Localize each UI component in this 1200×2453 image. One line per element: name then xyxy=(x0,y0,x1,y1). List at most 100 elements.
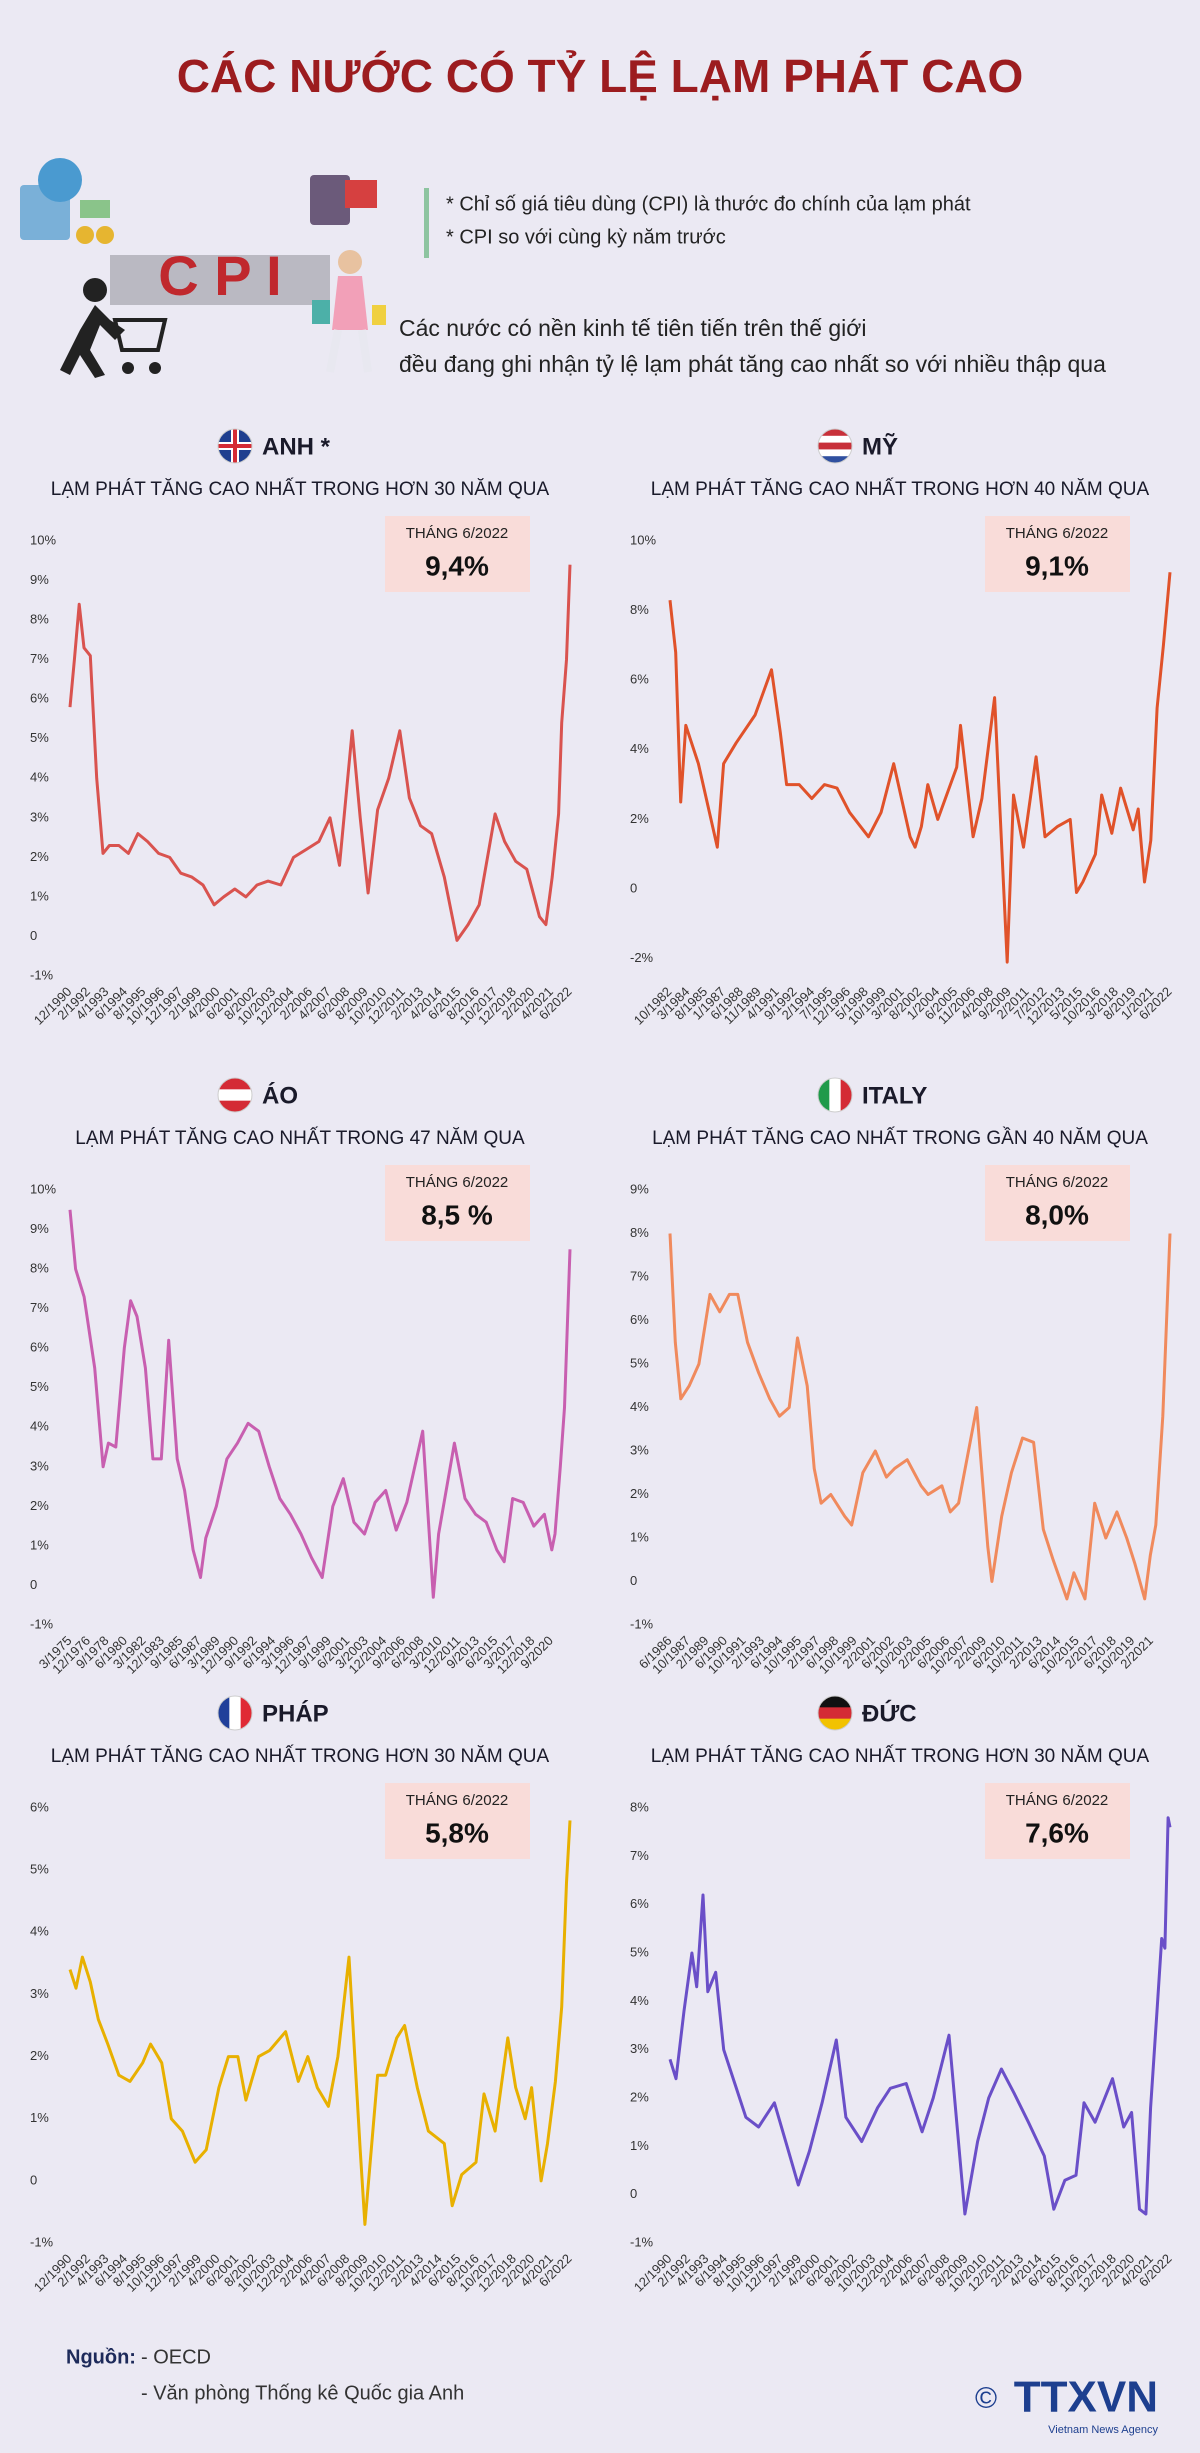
y-tick-label: 0 xyxy=(30,2172,37,2187)
flag-band xyxy=(240,1696,252,1730)
flag-band xyxy=(218,1100,252,1112)
wallet-icon xyxy=(345,180,377,208)
y-tick-label: 7% xyxy=(630,1268,649,1283)
flag-band xyxy=(818,1718,852,1730)
flag xyxy=(818,429,852,463)
annotation-value: 8,5 % xyxy=(421,1199,493,1230)
data-line xyxy=(668,1816,1172,2216)
annotation-label: THÁNG 6/2022 xyxy=(1006,1174,1109,1191)
annotation-box xyxy=(385,1165,530,1241)
y-tick-label: -1% xyxy=(630,2234,654,2249)
data-line xyxy=(68,1820,572,2226)
shopper-legs xyxy=(326,329,372,373)
y-tick-label: 6% xyxy=(630,672,649,687)
y-tick-label: -1% xyxy=(30,2234,54,2249)
chart-title: LẠM PHÁT TĂNG CAO NHẤT TRONG HƠN 30 NĂM … xyxy=(51,1745,550,1767)
annotation-value: 9,1% xyxy=(1025,550,1089,581)
flag xyxy=(818,1696,852,1730)
y-tick-label: 3% xyxy=(630,1442,649,1457)
annotation-value: 8,0% xyxy=(1025,1199,1089,1230)
y-tick-label: 6% xyxy=(30,1799,49,1814)
y-tick-label: 8% xyxy=(30,1261,49,1276)
y-tick-label: 9% xyxy=(30,572,49,587)
shopper-head xyxy=(338,250,362,274)
y-tick-label: 4% xyxy=(30,770,49,785)
y-tick-label: 7% xyxy=(30,651,49,666)
y-tick-label: 2% xyxy=(630,811,649,826)
y-tick-label: 4% xyxy=(30,1419,49,1434)
chart-title: LẠM PHÁT TĂNG CAO NHẤT TRONG 47 NĂM QUA xyxy=(75,1127,525,1149)
y-tick-label: 6% xyxy=(630,1896,649,1911)
y-tick-label: -1% xyxy=(630,1616,654,1631)
y-tick-label: 8% xyxy=(630,1799,649,1814)
y-tick-label: 7% xyxy=(630,1848,649,1863)
annotation-box xyxy=(385,516,530,592)
shopping-bag xyxy=(312,300,330,324)
y-tick-label: 3% xyxy=(630,2041,649,2056)
money-icon xyxy=(80,200,110,218)
data-line xyxy=(668,572,1172,964)
chart-title: LẠM PHÁT TĂNG CAO NHẤT TRONG HƠN 30 NĂM … xyxy=(51,478,550,500)
y-tick-label: 3% xyxy=(30,1458,49,1473)
annotation-label: THÁNG 6/2022 xyxy=(1006,525,1109,542)
country-name: ÁO xyxy=(262,1081,298,1109)
flag-band xyxy=(818,1696,852,1708)
y-tick-label: 2% xyxy=(30,2048,49,2063)
flag-band xyxy=(229,1696,242,1730)
data-line xyxy=(68,564,572,942)
chart-title: LẠM PHÁT TĂNG CAO NHẤT TRONG HƠN 30 NĂM … xyxy=(651,1745,1150,1767)
cart-icon xyxy=(112,318,168,352)
note: * Chỉ số giá tiêu dùng (CPI) là thước đo… xyxy=(446,193,971,215)
y-tick-label: 5% xyxy=(630,1355,649,1370)
flag-border xyxy=(817,1695,853,1731)
y-tick-label: -1% xyxy=(30,1616,54,1631)
flag-border xyxy=(217,428,253,464)
coin-icon xyxy=(76,226,94,244)
y-tick-label: -1% xyxy=(30,967,54,982)
y-tick-label: 1% xyxy=(30,2110,49,2125)
brush-stroke xyxy=(110,255,330,305)
y-tick-label: 2% xyxy=(30,1498,49,1513)
y-tick-label: 2% xyxy=(30,849,49,864)
y-tick-label: 0 xyxy=(30,1577,37,1592)
annotation-label: THÁNG 6/2022 xyxy=(1006,1792,1109,1809)
y-tick-label: 4% xyxy=(630,741,649,756)
intro-text: Các nước có nền kinh tế tiên tiến trên t… xyxy=(399,315,866,341)
cart-wheel xyxy=(149,362,161,374)
y-tick-label: 2% xyxy=(630,1486,649,1501)
annotation-box xyxy=(985,1783,1130,1859)
flag-band xyxy=(829,1078,842,1112)
flag-band xyxy=(218,1696,230,1730)
logo-subtitle: Vietnam News Agency xyxy=(1048,2424,1158,2436)
flag-border xyxy=(217,1077,253,1113)
annotation-value: 5,8% xyxy=(425,1817,489,1848)
flag xyxy=(218,429,252,463)
annotation-box xyxy=(985,516,1130,592)
y-tick-label: 8% xyxy=(630,602,649,617)
shopping-bag xyxy=(372,305,386,325)
intro-text: đều đang ghi nhận tỷ lệ lạm phát tăng ca… xyxy=(399,351,1106,377)
flag-band xyxy=(818,1078,830,1112)
y-tick-label: 3% xyxy=(30,1986,49,2001)
note-bar xyxy=(424,188,429,258)
y-tick-label: 0 xyxy=(630,2186,637,2201)
coin-icon xyxy=(96,226,114,244)
person-head xyxy=(83,278,107,302)
annotation-box xyxy=(385,1783,530,1859)
y-tick-label: 5% xyxy=(30,730,49,745)
cart-wheel xyxy=(122,362,134,374)
y-tick-label: 4% xyxy=(630,1399,649,1414)
chart-title: LẠM PHÁT TĂNG CAO NHẤT TRONG GẦN 40 NĂM … xyxy=(652,1127,1148,1149)
y-tick-label: -2% xyxy=(630,950,654,965)
annotation-value: 9,4% xyxy=(425,550,489,581)
y-tick-label: 4% xyxy=(630,1993,649,2008)
country-name: MỸ xyxy=(862,432,898,460)
y-tick-label: 10% xyxy=(30,532,56,547)
y-tick-label: 10% xyxy=(30,1181,56,1196)
flag-band xyxy=(218,1078,252,1090)
copyright: © xyxy=(975,2382,997,2415)
y-tick-label: 6% xyxy=(630,1312,649,1327)
y-tick-label: 1% xyxy=(30,888,49,903)
shopper-body xyxy=(332,276,368,330)
